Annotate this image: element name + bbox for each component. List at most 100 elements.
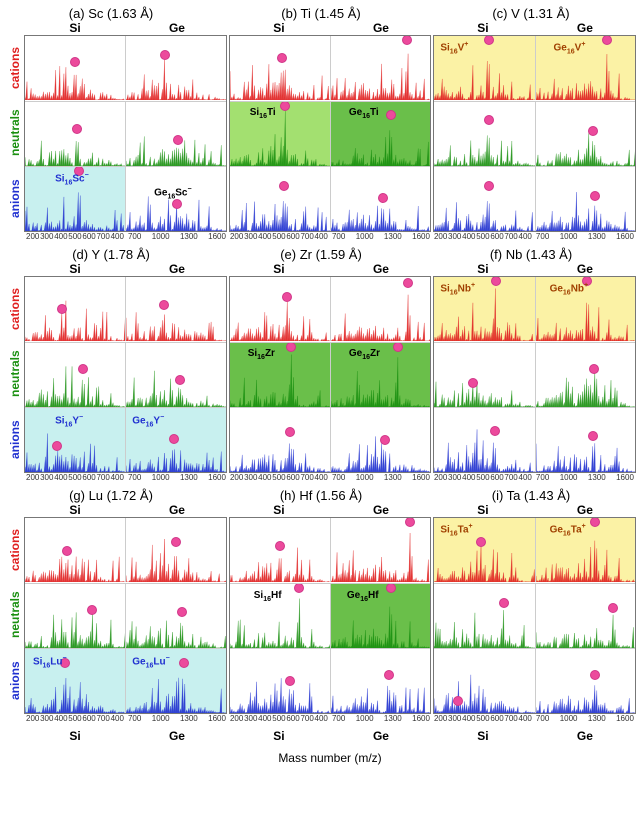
y-label-anions: anions xyxy=(6,167,24,231)
panel-group-d: Si16Y−Ge16Y− xyxy=(24,276,227,473)
x-ticks: 2003004005006007004007001000130016002003… xyxy=(24,473,636,482)
panel-title: (a) Sc (1.63 Å) xyxy=(6,6,216,21)
spectrum-panel xyxy=(125,518,225,582)
panel-pair xyxy=(434,407,635,472)
peak-marker-icon xyxy=(285,427,295,437)
sub-label: Ge xyxy=(126,21,228,35)
spectrum-panel xyxy=(25,102,125,166)
xtick: 500 xyxy=(476,232,489,241)
sub-label: Si xyxy=(432,262,534,276)
sub-label: Ge xyxy=(330,503,432,517)
xtick: 500 xyxy=(476,473,489,482)
bottom-sub-label: Si xyxy=(432,729,534,743)
sub-label: Ge xyxy=(126,503,228,517)
spectrum-panel: Ge16Nb+ xyxy=(535,277,635,341)
xtick: 300 xyxy=(448,714,461,723)
xtick: 700 xyxy=(504,714,517,723)
col-subheaders: SiGeSiGeSiGe xyxy=(24,503,636,517)
xtick: 700 xyxy=(504,232,517,241)
xtick: 600 xyxy=(490,232,503,241)
xtick: 300 xyxy=(40,473,53,482)
panel-title: (d) Y (1.78 Å) xyxy=(6,247,216,262)
xtick: 1300 xyxy=(384,473,402,482)
peak-marker-icon xyxy=(160,50,170,60)
spectrum-panel xyxy=(125,36,225,100)
panel-row: (g) Lu (1.72 Å)(h) Hf (1.56 Å)(i) Ta (1.… xyxy=(6,488,636,723)
y-axis-labels: cationsneutralsanions xyxy=(6,35,24,232)
xtick: 400 xyxy=(111,473,124,482)
panel-row: (d) Y (1.78 Å)(e) Zr (1.59 Å)(f) Nb (1.4… xyxy=(6,247,636,482)
row-titles: (a) Sc (1.63 Å)(b) Ti (1.45 Å)(c) V (1.3… xyxy=(6,6,636,21)
panel-pair xyxy=(434,101,635,166)
panel-group-i: Si16Ta+ Ge16Ta+ xyxy=(433,517,636,714)
sub-label: Si xyxy=(24,503,126,517)
panel-title: (e) Zr (1.59 Å) xyxy=(216,247,426,262)
spectrum-panel xyxy=(535,649,635,713)
panel-group-h: Si16HfGe16Hf xyxy=(229,517,432,714)
xtick: 1600 xyxy=(616,232,634,241)
xtick: 200 xyxy=(230,232,243,241)
spectrum-panel: Si16V+ xyxy=(434,36,534,100)
peak-marker-icon xyxy=(72,124,82,134)
peak-marker-icon xyxy=(590,191,600,201)
spectrum-panel: Ge16Lu− xyxy=(125,649,225,713)
spectrum-panel xyxy=(434,167,534,231)
xtick: 700 xyxy=(300,473,313,482)
panel-pair xyxy=(434,166,635,231)
xtick: 200 xyxy=(230,714,243,723)
xtick: 1600 xyxy=(208,473,226,482)
spectrum-panel xyxy=(535,167,635,231)
peak-marker-icon xyxy=(172,199,182,209)
xtick: 300 xyxy=(40,714,53,723)
peak-marker-icon xyxy=(282,292,292,302)
xtick: 1300 xyxy=(384,714,402,723)
xtick: 700 xyxy=(128,232,141,241)
sub-label: Si xyxy=(432,21,534,35)
xtick: 700 xyxy=(128,714,141,723)
spectrum-panel xyxy=(125,102,225,166)
spectrum-panel: Si16Ti xyxy=(230,102,330,166)
xtick: 400 xyxy=(258,232,271,241)
y-label-anions: anions xyxy=(6,408,24,472)
xtick: 400 xyxy=(54,714,67,723)
peak-marker-icon xyxy=(179,658,189,668)
xtick: 1000 xyxy=(356,473,374,482)
row-titles: (d) Y (1.78 Å)(e) Zr (1.59 Å)(f) Nb (1.4… xyxy=(6,247,636,262)
xtick: 500 xyxy=(272,232,285,241)
annotation-label: Si16Ta+ xyxy=(440,523,472,537)
annotation-label: Ge16Ta+ xyxy=(550,523,586,537)
panel-pair xyxy=(230,518,431,583)
xtick: 1600 xyxy=(208,232,226,241)
xtick: 700 xyxy=(332,232,345,241)
y-label-cations: cations xyxy=(6,277,24,341)
bottom-sub-label: Ge xyxy=(534,729,636,743)
xtick: 400 xyxy=(258,714,271,723)
xtick: 1000 xyxy=(152,714,170,723)
spectrum-panel xyxy=(434,343,534,407)
xtick: 400 xyxy=(54,232,67,241)
sub-label: Si xyxy=(228,503,330,517)
xtick: 600 xyxy=(286,232,299,241)
xtick: 1000 xyxy=(356,232,374,241)
panel-pair xyxy=(434,648,635,713)
row-grid: cationsneutralsanionsSi16Sc−Ge16Sc−Si16T… xyxy=(6,35,636,232)
figure-root: (a) Sc (1.63 Å)(b) Ti (1.45 Å)(c) V (1.3… xyxy=(6,6,636,765)
panel-pair xyxy=(434,342,635,407)
y-axis-labels: cationsneutralsanions xyxy=(6,517,24,714)
panel-group-c: Si16V+Ge16V+ xyxy=(433,35,636,232)
panel-pair xyxy=(25,277,226,342)
row-titles: (g) Lu (1.72 Å)(h) Hf (1.56 Å)(i) Ta (1.… xyxy=(6,488,636,503)
panel-pair xyxy=(230,648,431,713)
spectrum-panel: Si16Lu− xyxy=(25,649,125,713)
xtick: 300 xyxy=(448,232,461,241)
xtick: 300 xyxy=(244,473,257,482)
spectrum-panel: Si16Zr xyxy=(230,343,330,407)
annotation-label: Si16Nb+ xyxy=(440,282,475,296)
panel-title: (f) Nb (1.43 Å) xyxy=(426,247,636,262)
spectrum-panel: Si16Ta+ xyxy=(434,518,534,582)
x-axis-label: Mass number (m/z) xyxy=(24,751,636,765)
panel-title: (b) Ti (1.45 Å) xyxy=(216,6,426,21)
panel-title: (h) Hf (1.56 Å) xyxy=(216,488,426,503)
panel-pair: Si16Nb+ Ge16Nb+ xyxy=(434,277,635,342)
xtick: 300 xyxy=(448,473,461,482)
